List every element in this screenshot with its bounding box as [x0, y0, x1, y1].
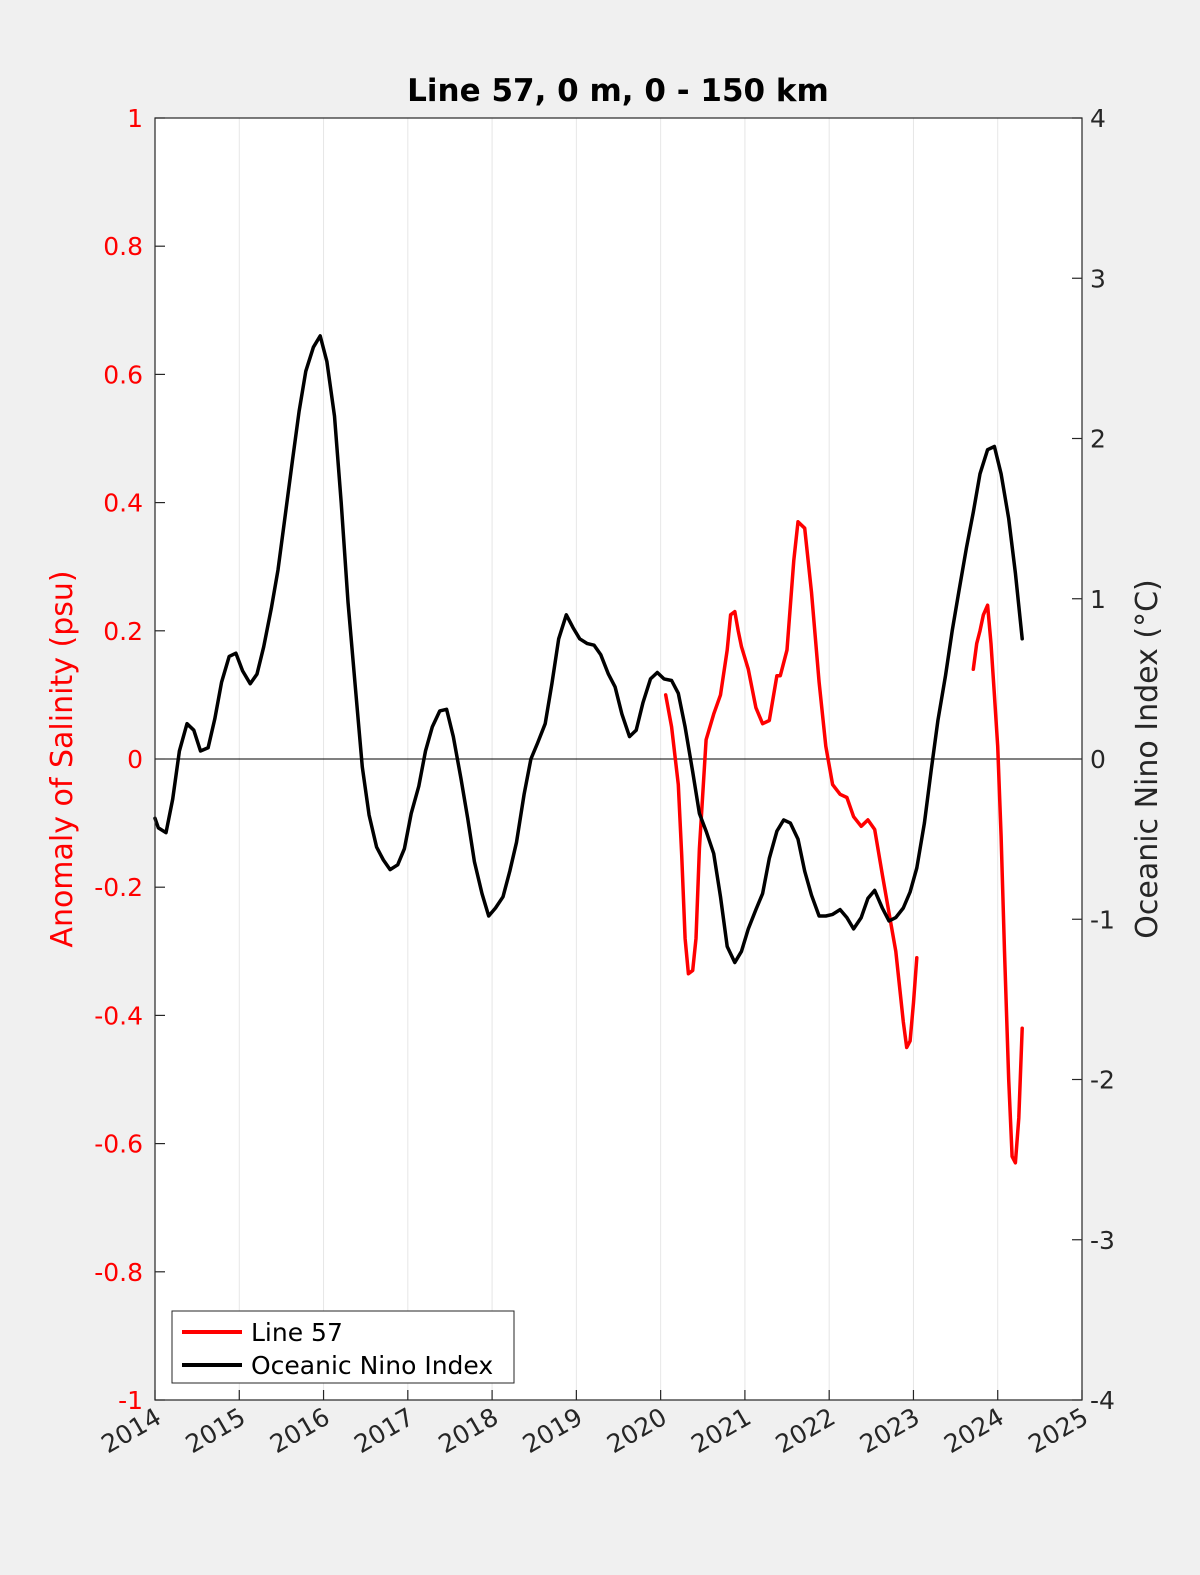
y-left-tick-label: -0.4	[94, 1001, 143, 1030]
legend: Line 57 Oceanic Nino Index	[171, 1310, 515, 1384]
x-tick-label: 2018	[433, 1402, 503, 1459]
y-left-tick-label: -1	[118, 1386, 143, 1415]
x-tick-label: 2016	[265, 1402, 335, 1459]
y-right-tick-label: 4	[1090, 104, 1106, 133]
y-axis-left-label: Anomaly of Salinity (psu)	[45, 570, 80, 947]
x-tick-label: 2021	[686, 1402, 756, 1459]
x-tick-label: 2017	[349, 1402, 419, 1459]
series-line-oceanic-nino-index	[153, 334, 1024, 965]
y-axis-right-label: Oceanic Nino Index (°C)	[1130, 579, 1165, 939]
legend-box	[171, 1310, 515, 1384]
y-right-tick-label: 1	[1090, 585, 1106, 614]
y-right-tick-label: 2	[1090, 425, 1106, 454]
x-tick-label: 2022	[771, 1402, 841, 1459]
x-tick-label: 2015	[181, 1402, 251, 1459]
y-axis-left: 1 0.8 0.6 0.4 0.2 0 -0.2 -0.4 -0.6 -0.8 -1	[94, 104, 165, 1415]
chart-title: Line 57, 0 m, 0 - 150 km	[407, 73, 829, 109]
y-left-tick-label: -0.2	[94, 873, 143, 902]
y-axis-right: 4 3 2 1 0 -1 -2 -3 -4	[1072, 104, 1115, 1415]
legend-label-line-57: Line 57	[251, 1318, 343, 1347]
y-right-tick-label: -3	[1090, 1226, 1115, 1255]
x-tick-label: 2019	[518, 1402, 588, 1459]
y-left-tick-label: 0.2	[103, 617, 143, 646]
y-right-tick-label: 0	[1090, 745, 1106, 774]
series-layer	[153, 334, 1024, 1165]
x-tick-label: 2020	[602, 1402, 672, 1459]
x-tick-label: 2024	[939, 1402, 1009, 1459]
y-left-tick-label: -0.6	[94, 1130, 143, 1159]
y-left-tick-label: 0.6	[103, 360, 143, 389]
y-right-tick-label: 3	[1090, 264, 1106, 293]
series-line-line-57	[663, 520, 919, 1050]
y-right-tick-label: -1	[1090, 905, 1115, 934]
y-left-tick-label: 0	[127, 745, 143, 774]
y-left-tick-label: 0.8	[103, 232, 143, 261]
y-left-tick-label: 1	[127, 104, 143, 133]
x-tick-label: 2025	[1023, 1402, 1093, 1459]
y-right-tick-label: -4	[1090, 1386, 1115, 1415]
legend-label-oni: Oceanic Nino Index	[251, 1351, 493, 1380]
y-right-tick-label: -2	[1090, 1066, 1115, 1095]
y-left-tick-label: -0.8	[94, 1258, 143, 1287]
series-line-line-57	[971, 603, 1024, 1165]
y-left-tick-label: 0.4	[103, 489, 143, 518]
x-tick-label: 2023	[855, 1402, 925, 1459]
